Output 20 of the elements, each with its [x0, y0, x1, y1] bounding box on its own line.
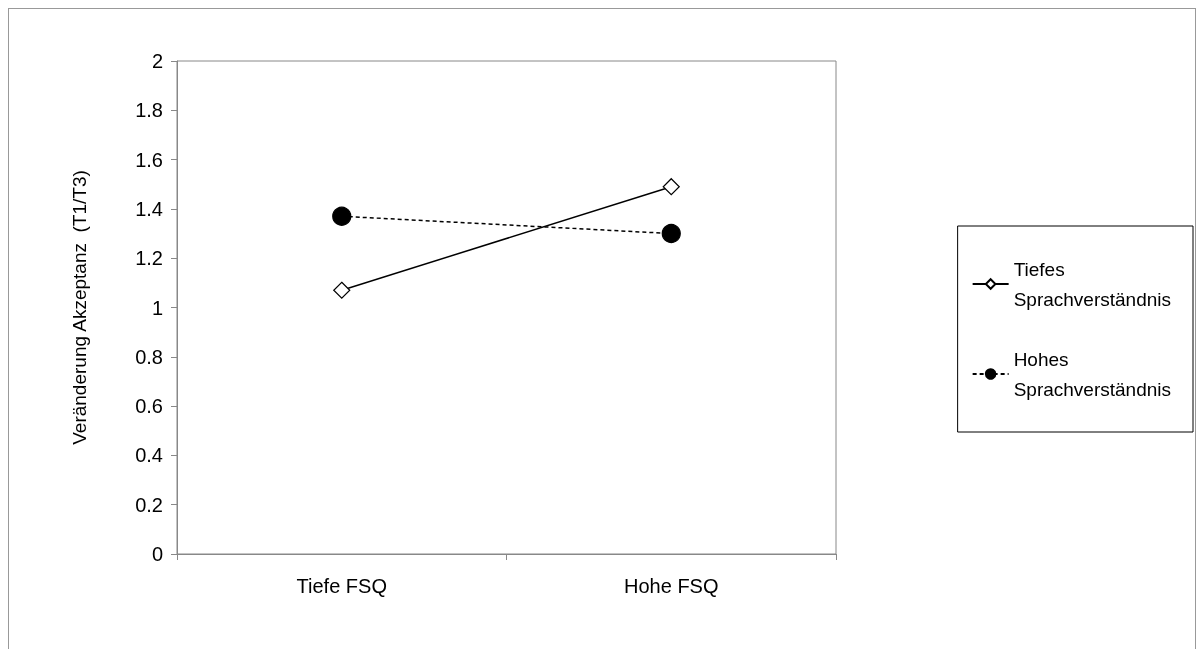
- y-tick-label: 2: [151, 50, 163, 72]
- legend-label: Tiefes Sprachverständnis: [1013, 258, 1172, 310]
- point: [661, 223, 681, 244]
- y-tick-label: 0: [151, 543, 163, 565]
- point: [662, 178, 680, 196]
- y-tick-label: 1.4: [135, 197, 163, 220]
- y-axis-title: Veränderung Akzeptanz (T1/T3): [69, 170, 90, 445]
- y-tick-label: 1.2: [135, 247, 163, 270]
- y-tick-label: 1: [151, 296, 163, 319]
- x-tick-label: Hohe FSQ: [624, 575, 719, 597]
- y-tick-label: 0.4: [135, 444, 163, 467]
- legend-label: Hohes Sprachverständnis: [1013, 348, 1172, 400]
- x-tick-label: Tiefe FSQ: [296, 575, 387, 597]
- y-tick-label: 1.8: [135, 99, 163, 122]
- point: [333, 281, 351, 299]
- y-tick-label: 1.6: [135, 148, 163, 171]
- y-tick-label: 0.8: [135, 345, 163, 368]
- y-tick-label: 0.6: [135, 395, 163, 418]
- point: [332, 206, 352, 226]
- y-tick-label: 0.2: [135, 493, 163, 516]
